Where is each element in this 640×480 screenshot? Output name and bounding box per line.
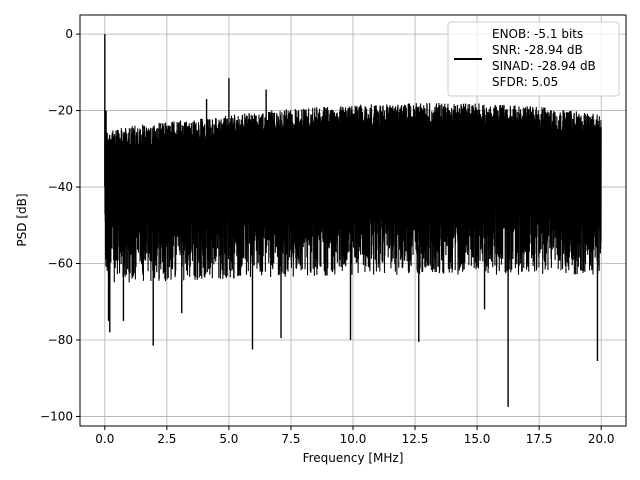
x-tick-label: 20.0	[588, 432, 615, 446]
y-tick-label: −80	[48, 333, 73, 347]
y-tick-label: −40	[48, 180, 73, 194]
legend: ENOB: -5.1 bits SNR: -28.94 dB SINAD: -2…	[447, 21, 620, 97]
psd-trace	[104, 102, 602, 283]
legend-entry-sfdr: SFDR: 5.05	[492, 75, 558, 89]
x-tick-label: 12.5	[402, 432, 429, 446]
y-axis-label: PSD [dB]	[15, 193, 29, 246]
x-tick-label: 0.0	[95, 432, 114, 446]
x-tick-label: 15.0	[464, 432, 491, 446]
x-tick-label: 5.0	[219, 432, 238, 446]
y-axis-ticks: 0 −20 −40 −60 −80 −100	[40, 27, 80, 423]
y-tick-label: −20	[48, 104, 73, 118]
x-tick-label: 7.5	[281, 432, 300, 446]
y-tick-label: 0	[65, 27, 73, 41]
x-tick-label: 10.0	[340, 432, 367, 446]
legend-entry-enob: ENOB: -5.1 bits	[492, 27, 583, 41]
x-tick-label: 17.5	[526, 432, 553, 446]
x-tick-label: 2.5	[157, 432, 176, 446]
legend-entry-snr: SNR: -28.94 dB	[492, 43, 583, 57]
legend-entry-sinad: SINAD: -28.94 dB	[492, 59, 596, 73]
x-axis-ticks: 0.0 2.5 5.0 7.5 10.0 12.5 15.0 17.5 20.0	[95, 426, 615, 446]
series-psd	[104, 34, 602, 407]
y-tick-label: −60	[48, 257, 73, 271]
legend-box	[447, 21, 620, 97]
y-tick-label: −100	[40, 409, 73, 423]
x-axis-label: Frequency [MHz]	[303, 451, 404, 465]
